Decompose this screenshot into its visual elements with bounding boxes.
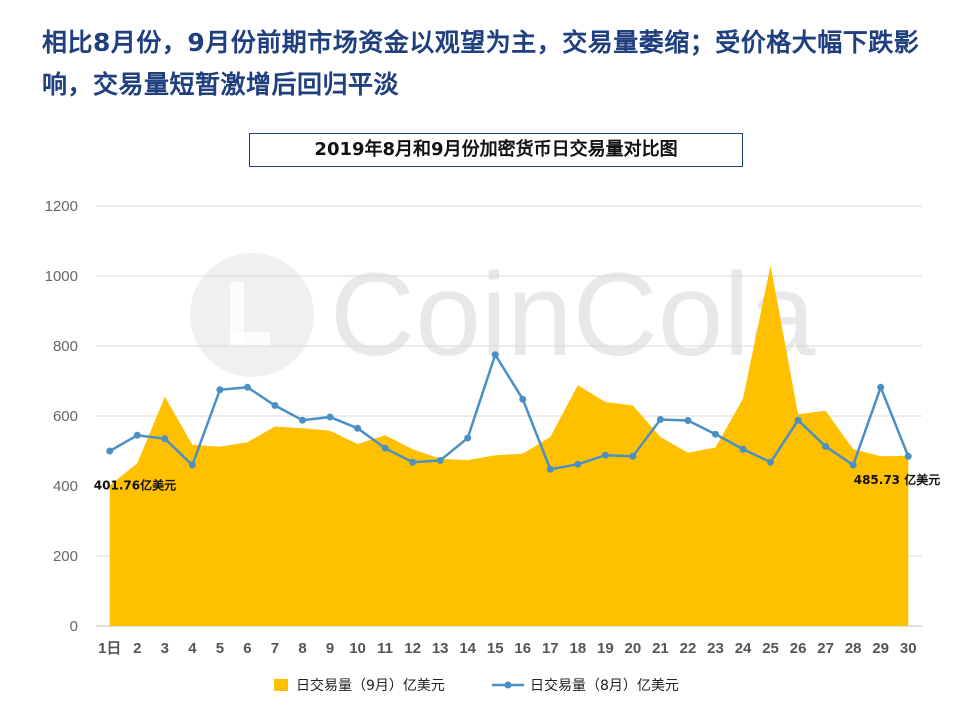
x-tick-label: 1日 [98,640,121,657]
line-august-point [767,458,775,466]
line-august-point [546,465,554,473]
legend-label-august: 日交易量（8月）亿美元 [530,677,679,694]
line-august-point [354,424,362,432]
legend: 日交易量（9月）亿美元 日交易量（8月）亿美元 [274,677,679,694]
line-august-point [326,413,334,421]
line-august-point [904,452,912,460]
x-tick-label: 26 [790,640,807,657]
y-tick-label: 200 [53,548,78,565]
watermark-logo-bar [230,282,244,346]
line-august-point [656,416,664,423]
area-series-september [109,265,909,626]
x-tick-label: 20 [625,640,642,657]
y-tick-label: 600 [53,408,78,425]
line-august-point [133,431,141,439]
x-tick-label: 15 [487,640,504,657]
y-tick-label: 800 [53,338,78,355]
x-tick-label: 21 [652,640,669,657]
x-tick-label: 25 [762,640,779,657]
watermark-text: CoinCola [330,249,816,381]
y-axis-tick-labels: 0 200 400 600 800 1000 1200 [45,198,78,635]
x-tick-label: 11 [377,640,393,657]
x-tick-label: 8 [298,640,306,657]
x-tick-label: 10 [349,640,366,657]
line-august-point [243,383,251,391]
x-tick-label: 4 [188,640,197,657]
headline: 相比8月份，9月份前期市场资金以观望为主，交易量萎缩；受价格大幅下跌影响，交易量… [42,28,920,99]
line-august-point [794,416,802,424]
x-tick-label: 22 [680,640,697,657]
watermark-logo-foot [230,332,270,346]
y-tick-label: 1000 [45,268,78,285]
line-august-point [216,386,224,394]
x-tick-label: 29 [872,640,889,657]
y-tick-label: 400 [53,478,78,495]
line-august-point [409,458,417,466]
line-august-point [271,402,279,409]
annotations: 401.76亿美元 485.73 亿美元 [94,472,940,492]
line-august-point [464,434,472,442]
x-tick-label: 2 [133,640,141,657]
line-august-point [684,417,692,425]
legend-swatch-september [274,679,288,691]
x-tick-label: 23 [707,640,724,657]
x-tick-label: 16 [514,640,531,657]
x-tick-label: 5 [216,640,224,657]
line-august-point [161,435,169,443]
x-tick-label: 27 [817,640,834,657]
x-tick-label: 30 [900,640,917,657]
line-august-path [109,351,910,471]
line-august-point [106,447,114,455]
line-august-point [381,444,389,452]
watermark-logo-circle [190,253,314,377]
chart-title: 2019年8月和9月份加密货币日交易量对比图 [249,133,743,167]
line-series-august [106,351,912,473]
legend-swatch-august-marker [504,681,512,689]
legend-label-september: 日交易量（9月）亿美元 [296,677,445,694]
x-tick-label: 28 [845,640,862,657]
line-august-point [629,452,637,460]
line-august-point [849,461,857,469]
x-tick-label: 7 [271,640,279,657]
line-august-point [491,351,499,359]
x-tick-label: 17 [542,640,559,657]
y-tick-label: 0 [70,618,78,635]
x-axis-tick-labels: 1日 2 3 4 5 6 7 8 9 10 11 12 13 14 15 16 17 18 19 20 21 22 23 24… [98,640,916,657]
line-august-point [299,416,306,424]
line-august-point [436,456,444,464]
line-august-point [519,395,527,403]
x-tick-label: 24 [735,640,752,657]
x-tick-label: 19 [597,640,614,657]
line-august-point [712,430,719,438]
line-august-point [188,461,196,469]
x-tick-label: 3 [161,640,169,657]
y-tick-label: 1200 [45,198,78,215]
x-tick-label: 9 [326,640,334,657]
x-tick-label: 18 [569,640,586,657]
coincola-watermark: CoinCola [190,249,816,381]
x-tick-label: 13 [432,640,449,657]
line-august-point [601,451,609,459]
x-tick-label: 12 [404,640,421,657]
line-august-point [739,445,747,453]
line-august-point [822,442,830,450]
line-august-point [574,460,582,468]
x-tick-label: 14 [459,640,476,657]
x-tick-label: 6 [243,640,251,657]
data-annotation: 485.73 亿美元 [854,472,941,487]
line-august-point [877,383,885,391]
area-september-fill [109,265,909,626]
data-annotation: 401.76亿美元 [94,477,176,492]
